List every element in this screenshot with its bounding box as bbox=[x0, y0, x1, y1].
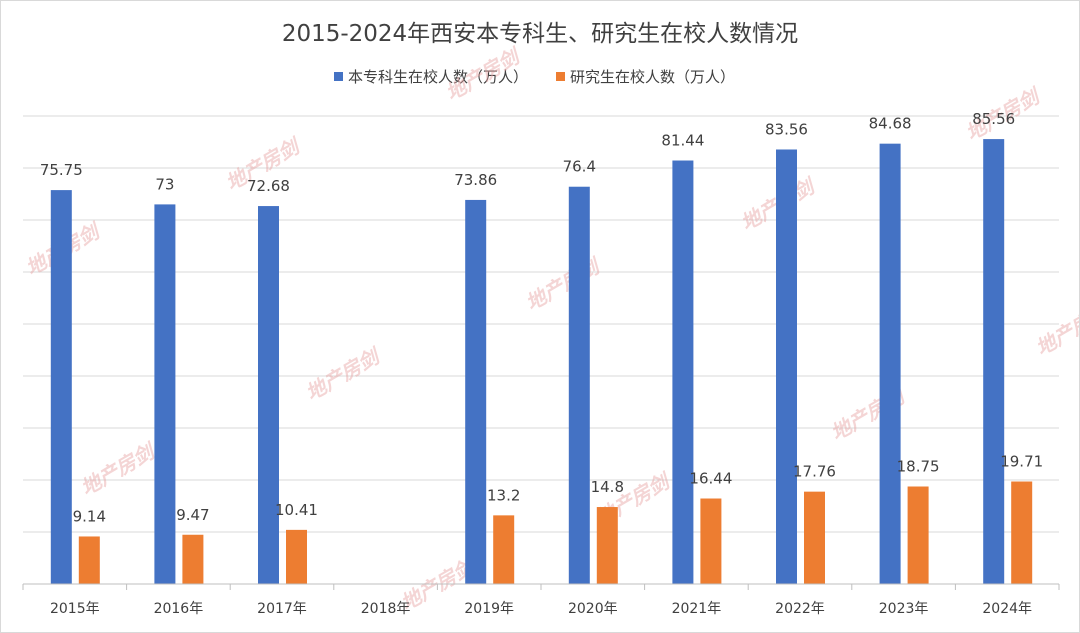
bar-undergrad bbox=[879, 143, 901, 584]
x-tick-label: 2020年 bbox=[568, 601, 618, 617]
x-tick-label: 2022年 bbox=[775, 601, 825, 617]
data-label: 83.56 bbox=[765, 120, 808, 138]
x-tick-label: 2019年 bbox=[464, 601, 514, 617]
bar-postgrad bbox=[493, 515, 515, 584]
x-tick-label: 2023年 bbox=[879, 601, 929, 617]
x-tick-label: 2017年 bbox=[257, 601, 307, 617]
data-label: 9.14 bbox=[73, 507, 106, 525]
watermark-logo: 地产房剑 bbox=[522, 253, 607, 316]
bar-postgrad bbox=[182, 534, 204, 584]
bar-postgrad bbox=[700, 498, 722, 584]
watermark-logo: 地产房剑 bbox=[1032, 298, 1080, 361]
data-label: 81.44 bbox=[661, 132, 704, 150]
data-label: 13.2 bbox=[487, 486, 520, 504]
data-label: 76.4 bbox=[563, 158, 596, 176]
data-label: 73 bbox=[155, 175, 174, 193]
x-tick-label: 2015年 bbox=[50, 601, 100, 617]
data-label: 14.8 bbox=[591, 478, 624, 496]
x-tick-label: 2016年 bbox=[154, 601, 204, 617]
bar-undergrad bbox=[568, 186, 590, 584]
data-label: 73.86 bbox=[454, 171, 497, 189]
legend-label: 研究生在校人数（万人） bbox=[570, 68, 735, 86]
data-label: 19.71 bbox=[1000, 453, 1043, 471]
chart-legend: 本专科生在校人数（万人） 研究生在校人数（万人） bbox=[334, 68, 735, 86]
bar-postgrad bbox=[78, 536, 100, 584]
x-axis: 2015年 2016年 2017年 2018年 2019年 2020年 2021年 2022年… bbox=[22, 583, 1060, 617]
x-tick-label: 2024年 bbox=[982, 601, 1032, 617]
bar-postgrad bbox=[1011, 481, 1033, 584]
data-label: 85.56 bbox=[972, 110, 1015, 128]
bar-undergrad bbox=[50, 190, 72, 584]
data-label: 18.75 bbox=[897, 458, 940, 476]
chart-title: 2015-2024年西安本专科生、研究生在校人数情况 bbox=[282, 21, 798, 47]
x-tick-label: 2021年 bbox=[672, 601, 722, 617]
bar-postgrad bbox=[596, 507, 618, 584]
x-tick-label: 2018年 bbox=[361, 601, 411, 617]
value-labels: 75.75 73 72.68 73.86 76.4 81.44 83.56 84.68 85.5… bbox=[40, 110, 1043, 525]
data-label: 72.68 bbox=[247, 177, 290, 195]
data-label: 16.44 bbox=[689, 470, 732, 488]
bar-undergrad bbox=[983, 139, 1005, 584]
bars bbox=[50, 139, 1033, 585]
legend-swatch bbox=[556, 72, 565, 81]
legend-swatch bbox=[334, 72, 343, 81]
legend-label: 本专科生在校人数（万人） bbox=[348, 68, 528, 86]
data-label: 75.75 bbox=[40, 161, 83, 179]
bar-postgrad bbox=[286, 529, 307, 584]
watermark-logo: 地产房剑 bbox=[302, 343, 387, 406]
bar-undergrad bbox=[672, 160, 694, 584]
bar-undergrad bbox=[776, 149, 797, 584]
bar-undergrad bbox=[154, 204, 176, 584]
data-label: 9.47 bbox=[176, 506, 209, 524]
bar-postgrad bbox=[804, 491, 825, 584]
data-label: 10.41 bbox=[275, 501, 318, 519]
data-label: 84.68 bbox=[869, 115, 912, 133]
bar-undergrad bbox=[465, 199, 487, 585]
bar-undergrad bbox=[258, 206, 279, 584]
data-label: 17.76 bbox=[793, 463, 836, 481]
watermark-logo: 地产房剑 bbox=[77, 438, 162, 501]
bar-postgrad bbox=[907, 486, 929, 584]
